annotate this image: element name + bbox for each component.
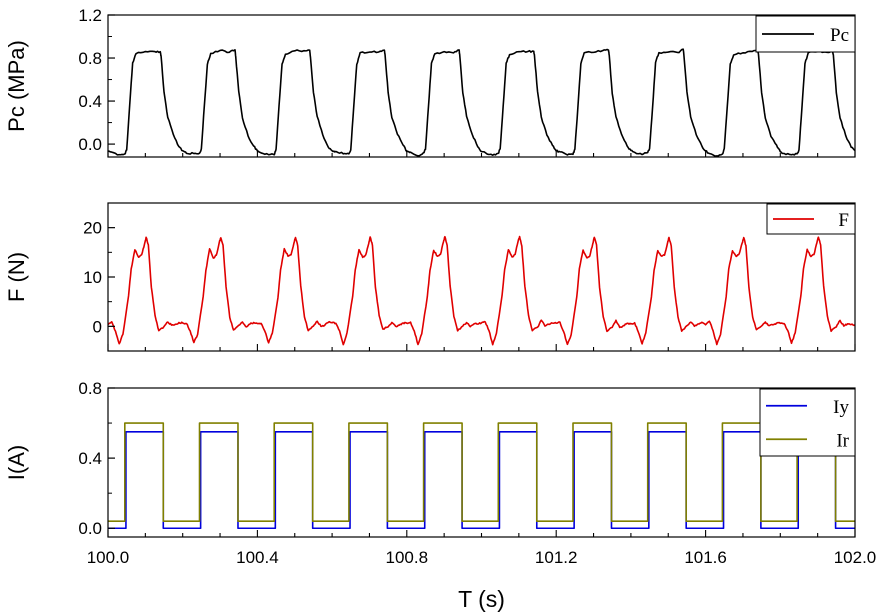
force-y-tick-label: 20 — [83, 219, 102, 238]
pc-y-tick-label: 0.4 — [78, 92, 102, 111]
pc-y-tick-label: 0.8 — [78, 49, 102, 68]
pc-series-pc-line — [108, 48, 855, 157]
current-axes: 0.0 0.4 0.8 100.0 100.4 100.8 101.2 101.6 102.0 — [78, 379, 876, 567]
x-tick-label: 100.4 — [236, 548, 279, 567]
x-tick-label: 101.6 — [684, 548, 727, 567]
force-y-tick-label: 0 — [93, 317, 102, 336]
force-legend: F — [766, 203, 856, 235]
current-legend-label-ir: Ir — [836, 430, 849, 451]
current-legend-box — [759, 388, 856, 457]
x-tick-label: 100.0 — [87, 548, 130, 567]
pc-series-lines — [108, 48, 855, 157]
force-plot-frame — [107, 202, 856, 352]
pc-y-axis-label: Pc (MPa) — [4, 40, 29, 132]
x-tick-label: 100.8 — [386, 548, 429, 567]
force-panel: 0 10 20 F (N) F — [4, 202, 856, 352]
current-series-iy-line — [108, 431, 855, 530]
force-series-lines — [108, 235, 855, 346]
current-y-axis-label: I(A) — [4, 445, 29, 480]
current-legend-label-iy: Iy — [833, 397, 849, 418]
force-legend-label-f: F — [838, 210, 849, 231]
x-tick-label: 102.0 — [834, 548, 877, 567]
x-axis-label: T (s) — [458, 586, 505, 612]
current-y-tick-label: 0.8 — [78, 379, 102, 398]
current-y-tick-label: 0.0 — [78, 519, 102, 538]
pc-legend-label-pc: Pc — [830, 25, 849, 46]
x-tick-label: 101.2 — [535, 548, 578, 567]
current-legend: Iy Ir — [759, 388, 856, 457]
current-series-ir-line — [108, 422, 855, 523]
force-y-tick-label: 10 — [83, 268, 102, 287]
current-plot-frame — [107, 387, 856, 538]
pc-plot-frame — [107, 14, 856, 158]
force-y-axis-label: F (N) — [4, 252, 29, 302]
pc-legend: Pc — [755, 15, 856, 53]
pc-y-tick-label: 0.0 — [78, 135, 102, 154]
force-series-f-line — [108, 235, 855, 346]
current-series-lines — [108, 422, 855, 530]
pc-axes: 0.0 0.4 0.8 1.2 — [78, 6, 856, 157]
force-axes: 0 10 20 — [83, 219, 856, 351]
pc-panel: 0.0 0.4 0.8 1.2 Pc (MPa) Pc — [4, 6, 856, 158]
current-y-tick-label: 0.4 — [78, 449, 102, 468]
pc-y-tick-label: 1.2 — [78, 6, 102, 25]
